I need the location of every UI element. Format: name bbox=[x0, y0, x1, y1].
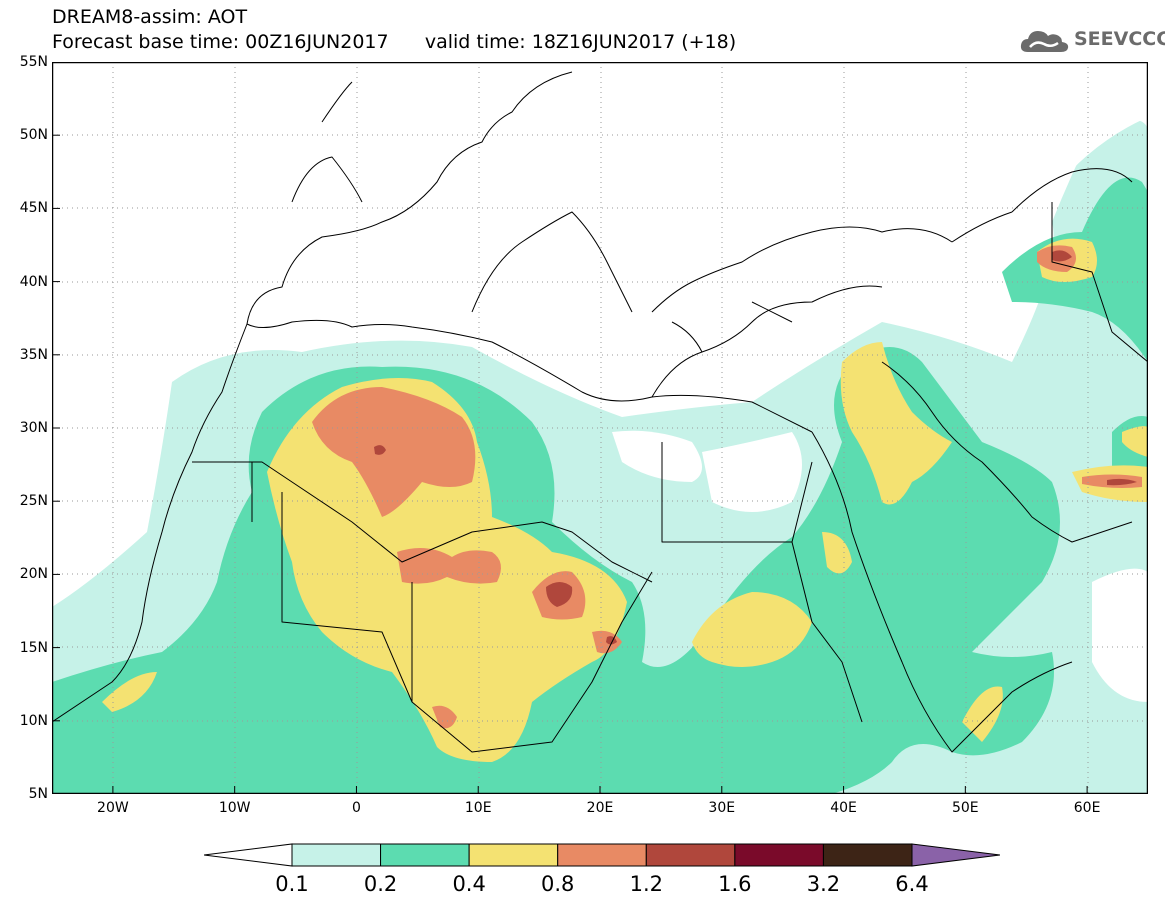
colorbar-segment bbox=[468, 843, 559, 867]
colorbar-level-label: 1.6 bbox=[718, 872, 752, 896]
colorbar bbox=[204, 843, 1000, 867]
lon-label: 10E bbox=[464, 800, 492, 816]
colorbar-level-label: 3.2 bbox=[806, 872, 841, 896]
colorbar-segment bbox=[380, 843, 470, 867]
colorbar-level-label: 0.8 bbox=[541, 872, 575, 896]
lat-label: 55N bbox=[19, 54, 48, 70]
lon-label: 0 bbox=[351, 800, 361, 816]
map-title: DREAM8-assim: AOT bbox=[52, 6, 248, 28]
map-subtitle: Forecast base time: 00Z16JUN2017 valid t… bbox=[52, 31, 737, 53]
lat-label: 20N bbox=[19, 566, 48, 583]
lat-label: 50N bbox=[19, 127, 48, 144]
lon-label: 10W bbox=[218, 800, 251, 816]
lat-label: 30N bbox=[19, 420, 48, 436]
lon-label: 20W bbox=[97, 800, 129, 816]
lat-label: 25N bbox=[19, 493, 48, 510]
colorbar-under bbox=[204, 843, 293, 867]
lon-label: 40E bbox=[830, 800, 857, 816]
colorbar-segment bbox=[645, 843, 736, 867]
colorbar-level-label: 6.4 bbox=[895, 872, 929, 896]
colorbar-segment bbox=[822, 843, 913, 867]
lon-label: 20E bbox=[586, 800, 614, 816]
aot-level-1.2 bbox=[374, 250, 1137, 645]
graticule bbox=[52, 62, 1148, 794]
lat-label: 45N bbox=[19, 200, 48, 217]
colorbar-level-label: 1.2 bbox=[629, 872, 663, 896]
colorbar-segment bbox=[734, 843, 824, 867]
cloud-icon bbox=[1020, 31, 1069, 52]
lon-label: 50E bbox=[951, 800, 979, 816]
axis-ticks bbox=[52, 62, 1088, 794]
lon-label: 30E bbox=[708, 800, 736, 816]
colorbar-segment bbox=[557, 843, 647, 867]
lat-label: 10N bbox=[19, 712, 48, 729]
colorbar-level-label: 0.4 bbox=[452, 872, 486, 896]
colorbar-over bbox=[911, 843, 1000, 867]
coastlines bbox=[52, 71, 1148, 753]
lat-label: 35N bbox=[19, 346, 48, 363]
aot-map bbox=[52, 62, 1148, 794]
colorbar-level-label: 0.1 bbox=[275, 872, 309, 896]
logo-text: SEEVCCC bbox=[1074, 28, 1165, 50]
lat-label: 5N bbox=[28, 786, 48, 802]
lat-label: 15N bbox=[19, 639, 48, 656]
colorbar-segment bbox=[291, 843, 382, 867]
lon-label: 60E bbox=[1073, 800, 1101, 816]
seevccc-logo: SEEVCCC bbox=[1018, 26, 1165, 56]
colorbar-level-label: 0.2 bbox=[363, 872, 398, 896]
lat-label: 40N bbox=[19, 273, 48, 290]
